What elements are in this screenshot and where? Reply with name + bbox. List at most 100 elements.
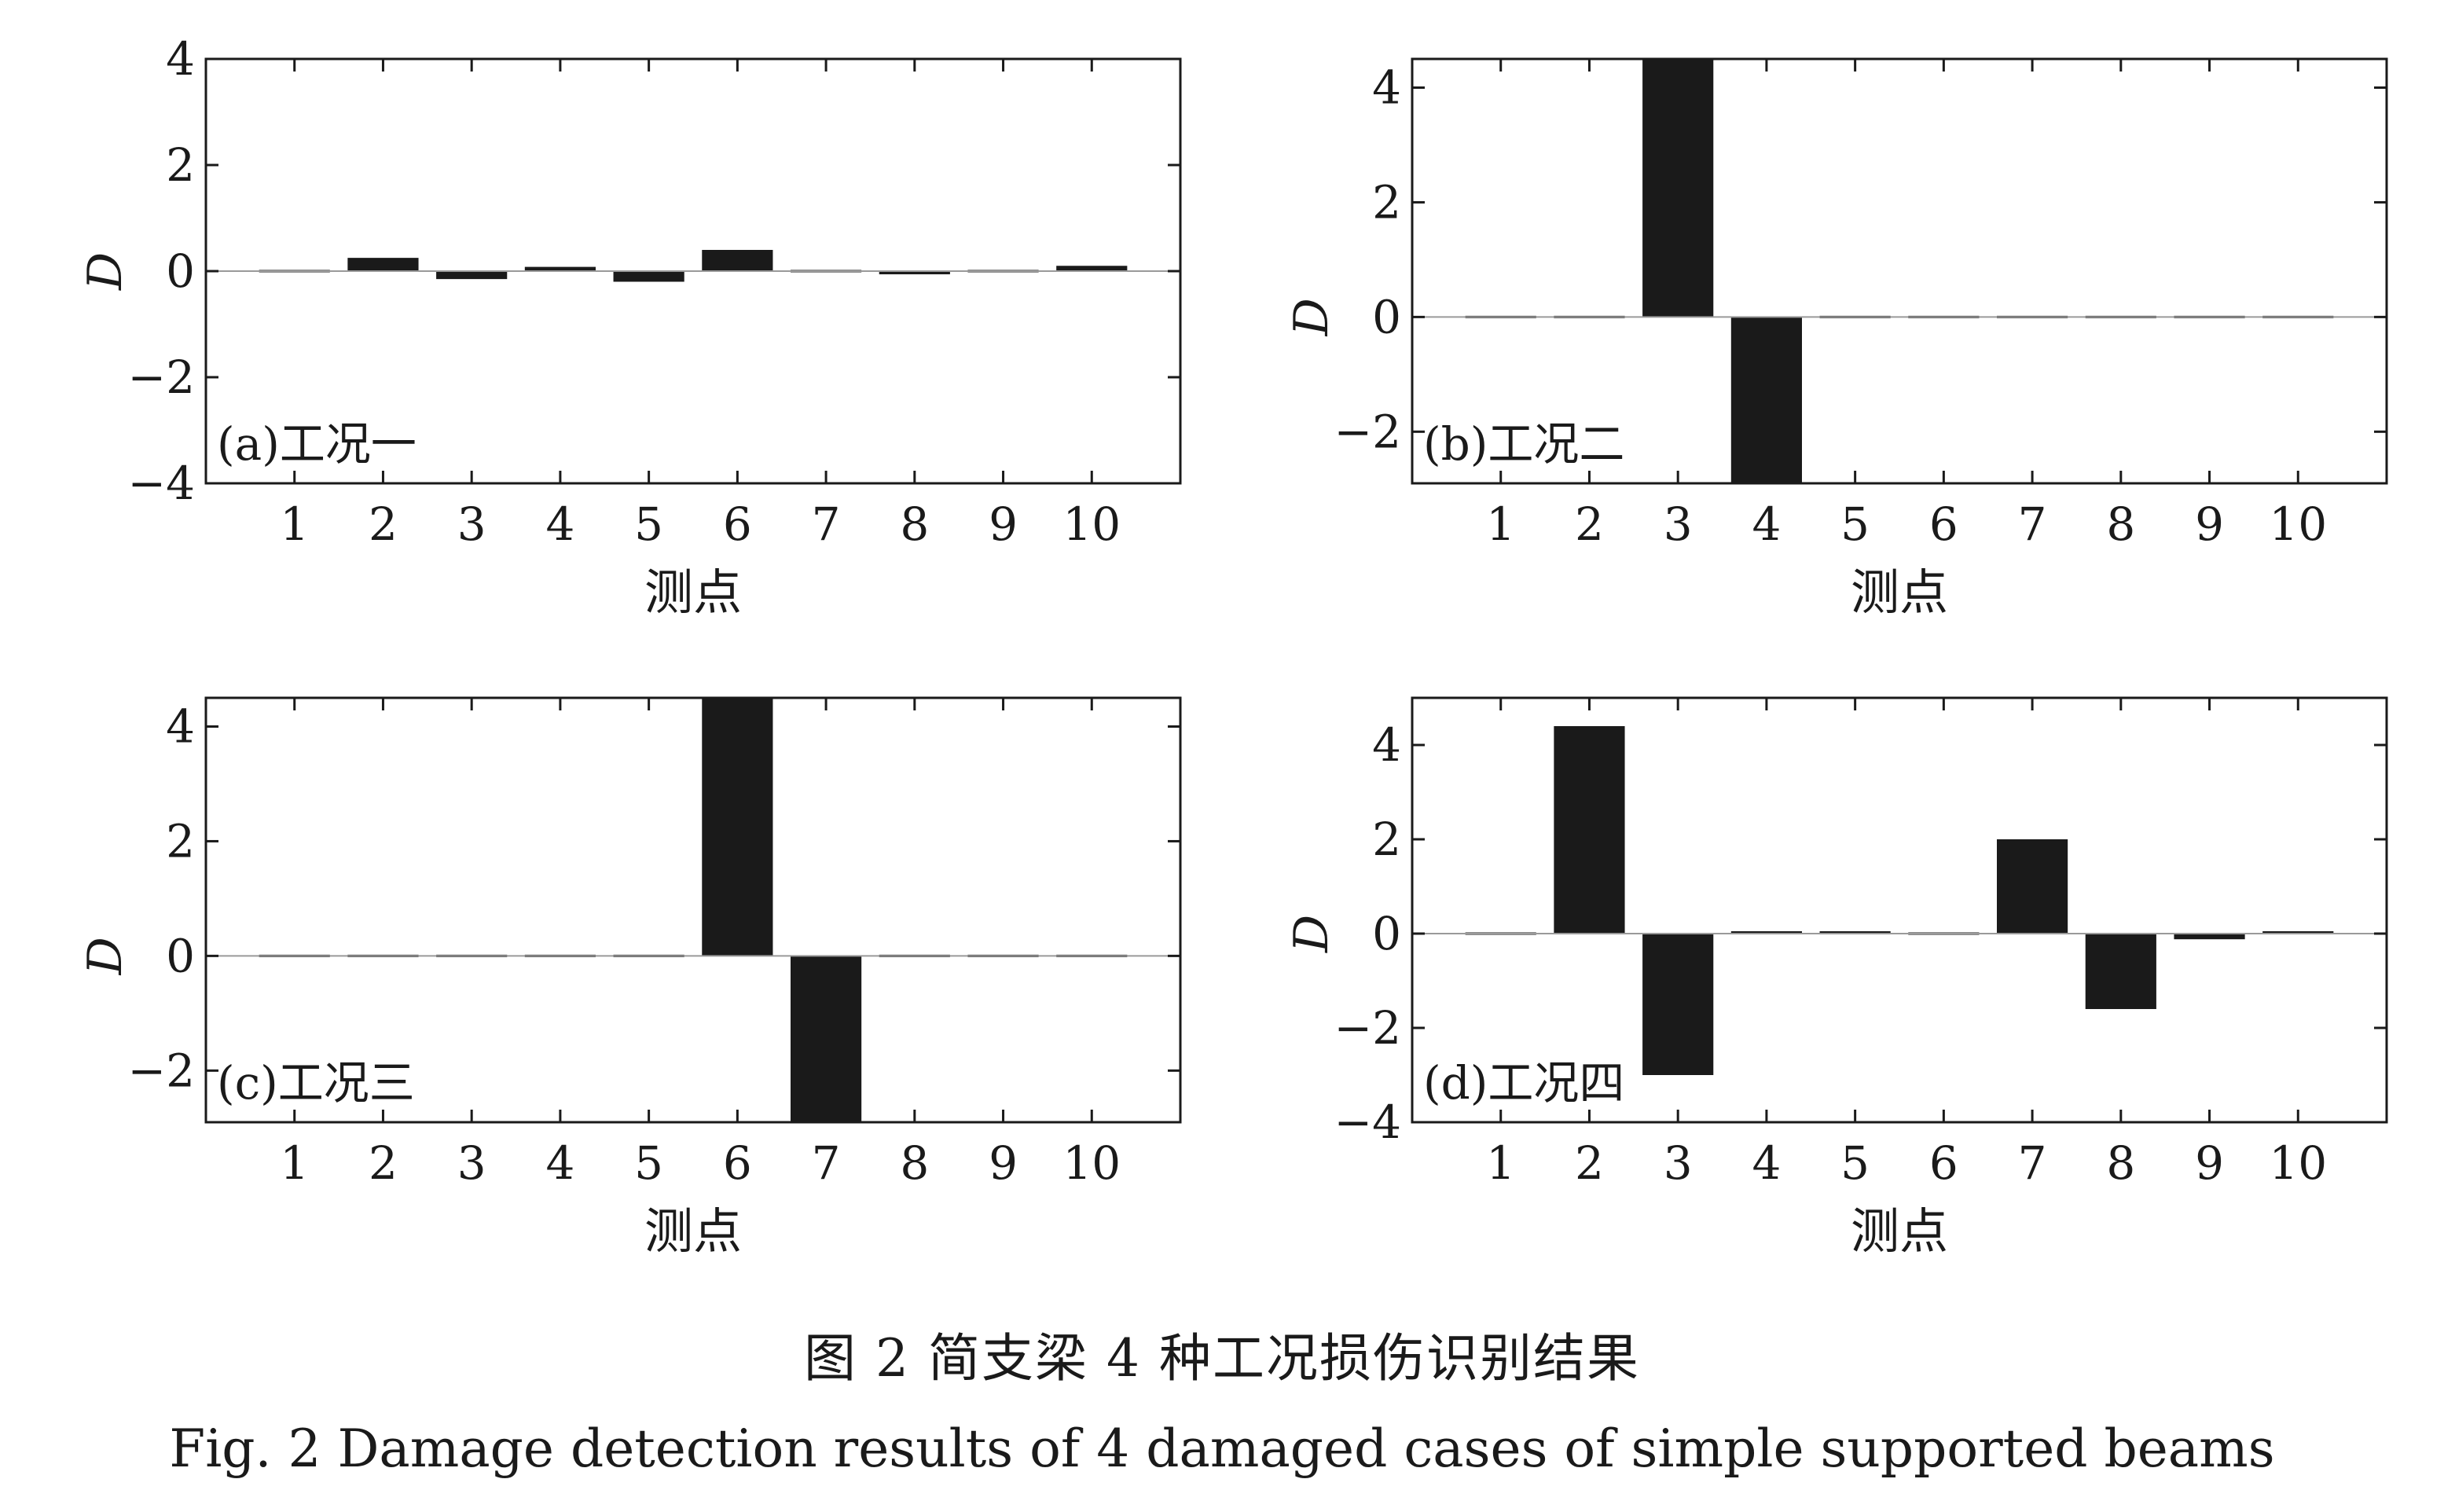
bar-3 — [436, 271, 508, 280]
bar-7 — [1997, 839, 2068, 934]
y-axis-label: D — [1284, 298, 1339, 336]
x-tick-label: 8 — [900, 497, 929, 551]
x-tick-label: 9 — [989, 497, 1018, 551]
y-tick-label: −2 — [1334, 1001, 1402, 1055]
y-tick-label: 2 — [166, 138, 195, 192]
y-tick-label: 4 — [1372, 718, 1401, 772]
x-axis-label: 测点 — [1851, 563, 1948, 621]
bar-4 — [524, 266, 596, 271]
figure-caption-chinese: 图 2 简支梁 4 种工况损伤识别结果 — [804, 1328, 1640, 1389]
bar-7 — [791, 956, 862, 1122]
bar-10 — [1056, 266, 1128, 271]
y-tick-label: −4 — [1334, 1095, 1402, 1149]
x-tick-label: 2 — [369, 1136, 398, 1190]
bar-10 — [2262, 931, 2334, 934]
x-tick-label: 4 — [1752, 1136, 1781, 1190]
y-tick-label: 2 — [1372, 813, 1401, 866]
bar-2 — [1554, 726, 1625, 934]
bar-3 — [1642, 59, 1714, 317]
x-tick-label: 2 — [1575, 497, 1604, 551]
bar-6 — [702, 698, 773, 956]
plot-frame — [1411, 696, 2388, 1124]
x-tick-label: 7 — [2018, 1136, 2047, 1190]
x-tick-label: 10 — [1062, 497, 1121, 551]
bar-8 — [2085, 934, 2156, 1009]
x-tick-label: 7 — [2018, 497, 2047, 551]
y-axis-label: D — [1284, 915, 1339, 953]
y-tick-label: −4 — [128, 457, 196, 510]
x-tick-label: 9 — [2195, 497, 2224, 551]
y-tick-label: 4 — [166, 699, 195, 753]
chart-panel-d: −4 −2 0 2 4 1 2 3 4 5 6 7 8 9 10 测点 D (d)工况四 — [1284, 696, 2388, 1260]
bar-9 — [2174, 934, 2245, 940]
panel-label: (a)工况一 — [217, 417, 417, 471]
y-axis-label: D — [78, 937, 133, 975]
x-tick-label: 9 — [2195, 1136, 2224, 1190]
bars-group — [259, 250, 1128, 282]
x-tick-label: 5 — [634, 497, 663, 551]
bar-5 — [1819, 931, 1891, 934]
y-tick-label: 0 — [166, 929, 195, 982]
y-tick-label: 0 — [166, 244, 195, 298]
x-tick-label: 5 — [634, 1136, 663, 1190]
y-tick-label: 4 — [1372, 61, 1401, 114]
chart-panel-b: −2 0 2 4 1 2 3 4 5 6 7 8 9 10 测点 D (b)工况二 — [1284, 57, 2388, 621]
x-tick-label: 5 — [1840, 1136, 1870, 1190]
x-tick-label: 7 — [812, 1136, 841, 1190]
x-tick-label: 8 — [900, 1136, 929, 1190]
x-tick-label: 1 — [1486, 1136, 1515, 1190]
x-tick-label: 5 — [1840, 497, 1870, 551]
x-tick-label: 4 — [1752, 497, 1781, 551]
x-tick-label: 6 — [723, 1136, 752, 1190]
x-axis-label: 测点 — [644, 1202, 742, 1260]
y-tick-label: −2 — [128, 1044, 196, 1097]
x-tick-label: 3 — [1664, 1136, 1693, 1190]
x-axis-label: 测点 — [1851, 1202, 1948, 1260]
bars-group — [1465, 59, 2334, 483]
plot-frame — [1411, 57, 2388, 485]
plot-frame — [204, 696, 1182, 1124]
bars-group — [1465, 726, 2334, 1075]
x-tick-label: 6 — [1929, 497, 1958, 551]
y-tick-label: 0 — [1372, 290, 1401, 343]
panel-label: (d)工况四 — [1423, 1056, 1624, 1110]
y-tick-label: 2 — [166, 814, 195, 868]
x-tick-label: 1 — [1486, 497, 1515, 551]
bar-3 — [1642, 934, 1714, 1075]
x-tick-label: 6 — [1929, 1136, 1958, 1190]
y-tick-label: 0 — [1372, 907, 1401, 960]
x-tick-label: 3 — [1664, 497, 1693, 551]
bar-6 — [702, 250, 773, 271]
bar-8 — [879, 271, 950, 275]
x-tick-label: 8 — [2106, 1136, 2135, 1190]
x-tick-label: 2 — [1575, 1136, 1604, 1190]
x-tick-label: 1 — [280, 1136, 309, 1190]
x-tick-label: 10 — [2269, 1136, 2327, 1190]
bar-4 — [1730, 317, 1802, 483]
y-tick-label: −2 — [1334, 405, 1402, 458]
x-tick-label: 9 — [989, 1136, 1018, 1190]
y-tick-label: 4 — [166, 32, 195, 86]
bar-2 — [347, 258, 419, 271]
bar-5 — [613, 271, 684, 282]
x-tick-label: 3 — [457, 1136, 486, 1190]
y-tick-label: 2 — [1372, 175, 1401, 229]
panel-label: (b)工况二 — [1423, 417, 1624, 471]
panel-label: (c)工况三 — [217, 1056, 415, 1110]
figure-caption-english: Fig. 2 Damage detection results of 4 dam… — [169, 1418, 2275, 1479]
x-tick-label: 10 — [1062, 1136, 1121, 1190]
x-tick-label: 7 — [812, 497, 841, 551]
bar-4 — [1730, 931, 1802, 934]
y-tick-label: −2 — [128, 350, 196, 404]
x-axis-label: 测点 — [644, 563, 742, 621]
x-tick-label: 6 — [723, 497, 752, 551]
y-axis-label: D — [78, 252, 133, 291]
x-tick-label: 4 — [545, 497, 574, 551]
chart-panel-a: −4 −2 0 2 4 1 2 3 4 5 6 7 8 9 10 测点 D (a)工况一 — [78, 32, 1182, 621]
x-tick-label: 8 — [2106, 497, 2135, 551]
x-tick-label: 4 — [545, 1136, 574, 1190]
x-tick-label: 1 — [280, 497, 309, 551]
x-tick-label: 2 — [369, 497, 398, 551]
x-tick-label: 10 — [2269, 497, 2327, 551]
